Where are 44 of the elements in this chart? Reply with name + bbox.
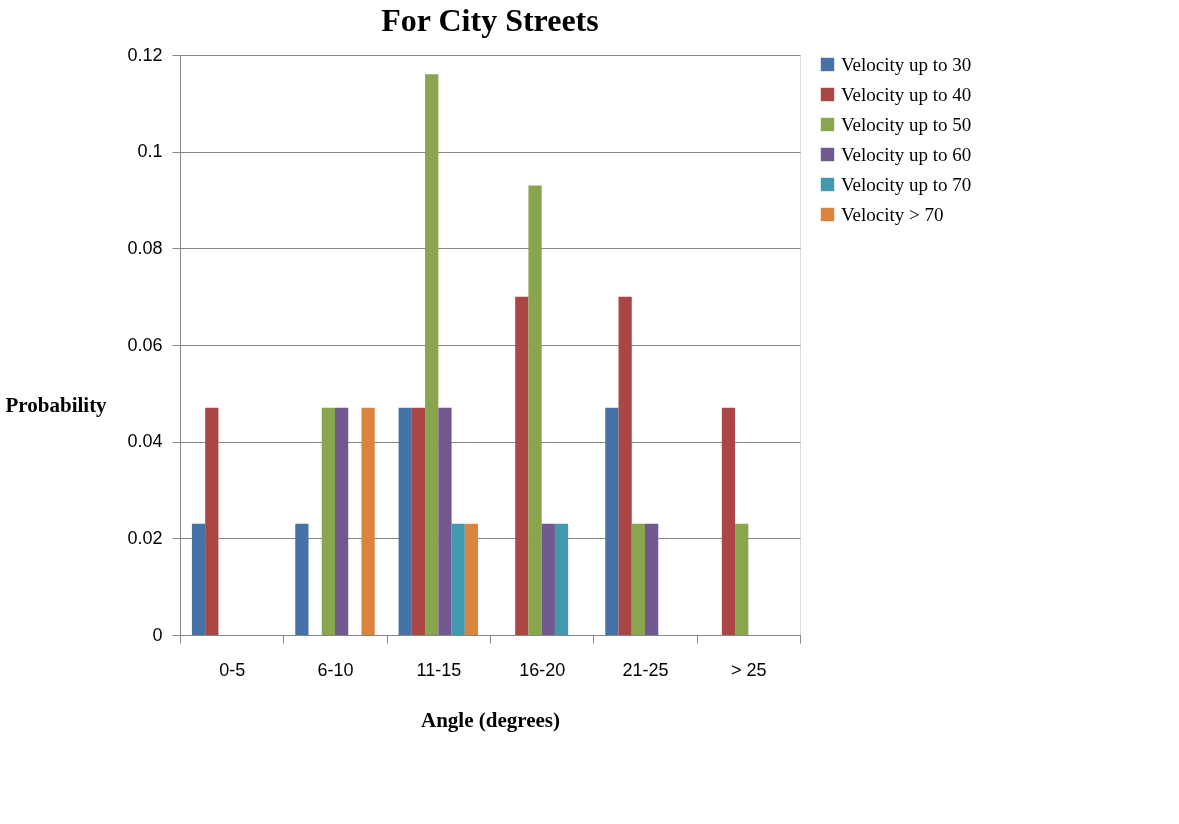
x-tick-label: 16-20	[519, 659, 566, 680]
x-tick-label: 21-25	[622, 659, 669, 680]
y-tick-label: 0.06	[127, 334, 163, 355]
bar	[398, 407, 412, 635]
legend-label: Velocity > 70	[841, 203, 944, 225]
bar	[605, 407, 619, 635]
bar	[721, 407, 736, 635]
legend-label: Velocity up to 40	[841, 83, 972, 105]
y-tick-label: 0.04	[127, 431, 163, 452]
y-tick-label: 0.1	[137, 141, 163, 162]
bar	[735, 523, 749, 635]
bar	[425, 74, 439, 635]
bar	[205, 407, 219, 635]
bar	[645, 523, 659, 635]
x-tick-label: > 25	[731, 659, 767, 680]
x-tick-label: 11-15	[416, 659, 462, 680]
y-axis-title: Probability	[5, 392, 108, 417]
x-tick-label: 6-10	[317, 659, 354, 680]
bar	[451, 523, 465, 635]
bar	[335, 407, 349, 635]
bar	[618, 296, 632, 635]
y-tick-label: 0	[152, 624, 163, 645]
bar	[361, 407, 375, 635]
bar	[528, 185, 542, 635]
bar	[515, 296, 529, 635]
x-tick-label: 0-5	[219, 659, 246, 680]
y-tick-label: 0.08	[127, 237, 163, 258]
bar	[464, 523, 479, 635]
y-tick-label: 0.02	[127, 527, 163, 548]
bar	[541, 523, 555, 635]
bar	[191, 523, 206, 635]
bar	[438, 407, 452, 635]
chart-title: For City Streets	[381, 2, 599, 38]
bar	[631, 523, 645, 635]
bar	[295, 523, 309, 635]
legend-label: Velocity up to 30	[841, 53, 972, 75]
bar	[411, 407, 426, 635]
legend-label: Velocity up to 50	[841, 113, 972, 135]
legend-label: Velocity up to 70	[841, 173, 972, 195]
y-tick-label: 0.12	[127, 44, 163, 65]
bar	[321, 407, 335, 635]
bar	[554, 523, 569, 635]
legend-label: Velocity up to 60	[841, 143, 972, 165]
x-axis-title: Angle (degrees)	[421, 707, 560, 732]
